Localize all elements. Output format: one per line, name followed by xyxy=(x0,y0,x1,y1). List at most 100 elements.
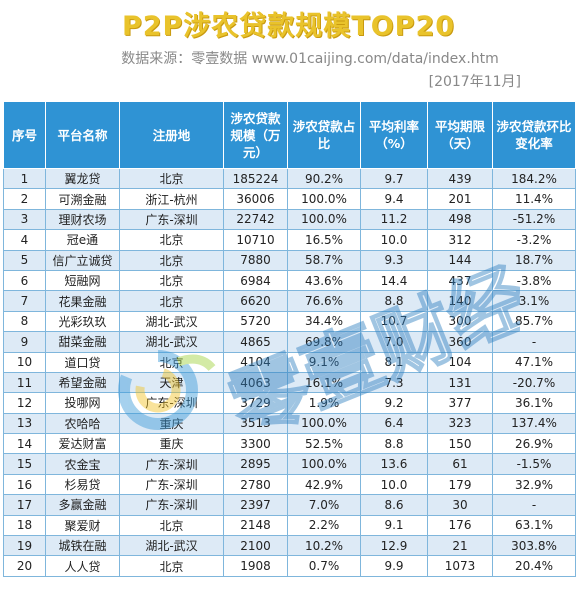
header-avg-rate: 平均利率（%） xyxy=(360,101,428,169)
cell-avg-term: 312 xyxy=(427,229,493,251)
cell-mom-change: 137.4% xyxy=(492,412,576,435)
cell-mom-change: -51.2% xyxy=(492,208,576,231)
cell-location: 北京 xyxy=(119,351,224,373)
cell-avg-rate: 8.6 xyxy=(360,494,428,516)
cell-avg-rate: 6.4 xyxy=(360,412,428,435)
cell-avg-term: 439 xyxy=(427,167,493,190)
table-row: 5 信广立诚贷 北京 7880 58.7% 9.3 144 18.7% xyxy=(3,249,576,271)
cell-rank: 5 xyxy=(3,249,46,271)
cell-rank: 15 xyxy=(3,453,46,475)
cell-mom-change: 18.7% xyxy=(492,249,576,271)
table-row: 12 投哪网 广东-深圳 3729 1.9% 9.2 377 36.1% xyxy=(3,392,576,414)
cell-mom-change: 26.9% xyxy=(492,433,576,455)
cell-platform: 可溯金融 xyxy=(45,188,120,210)
cell-rank: 1 xyxy=(3,167,46,190)
cell-platform: 理财农场 xyxy=(45,208,120,231)
cell-loan-scale: 6620 xyxy=(223,290,288,312)
cell-platform: 城铁在融 xyxy=(45,535,120,557)
cell-avg-term: 30 xyxy=(427,494,493,516)
cell-avg-term: 176 xyxy=(427,514,493,537)
cell-avg-rate: 10.7 xyxy=(360,310,428,333)
cell-avg-term: 21 xyxy=(427,535,493,557)
cell-platform: 人人贷 xyxy=(45,555,120,577)
cell-loan-share: 69.8% xyxy=(287,331,361,353)
cell-rank: 10 xyxy=(3,351,46,373)
cell-avg-term: 179 xyxy=(427,473,493,496)
cell-rank: 11 xyxy=(3,371,46,394)
cell-location: 广东-深圳 xyxy=(119,494,224,516)
cell-loan-share: 0.7% xyxy=(287,555,361,577)
cell-loan-share: 16.1% xyxy=(287,371,361,394)
cell-mom-change: 32.9% xyxy=(492,473,576,496)
cell-loan-scale: 4865 xyxy=(223,331,288,353)
cell-avg-rate: 8.1 xyxy=(360,351,428,373)
table-row: 18 聚爱财 北京 2148 2.2% 9.1 176 63.1% xyxy=(3,514,576,537)
cell-avg-term: 300 xyxy=(427,310,493,333)
cell-platform: 农金宝 xyxy=(45,453,120,475)
cell-loan-scale: 1908 xyxy=(223,555,288,577)
cell-loan-share: 90.2% xyxy=(287,167,361,190)
cell-location: 湖北-武汉 xyxy=(119,310,224,333)
header-location: 注册地 xyxy=(119,101,224,169)
cell-platform: 杉易贷 xyxy=(45,473,120,496)
cell-location: 湖北-武汉 xyxy=(119,331,224,353)
cell-rank: 3 xyxy=(3,208,46,231)
cell-location: 北京 xyxy=(119,269,224,292)
cell-loan-share: 2.2% xyxy=(287,514,361,537)
cell-avg-term: 377 xyxy=(427,392,493,414)
cell-rank: 16 xyxy=(3,473,46,496)
cell-mom-change: 47.1% xyxy=(492,351,576,373)
cell-avg-rate: 12.9 xyxy=(360,535,428,557)
cell-mom-change: 85.7% xyxy=(492,310,576,333)
cell-location: 北京 xyxy=(119,249,224,271)
cell-location: 广东-深圳 xyxy=(119,473,224,496)
cell-loan-share: 9.1% xyxy=(287,351,361,373)
table-row: 16 杉易贷 广东-深圳 2780 42.9% 10.0 179 32.9% xyxy=(3,473,576,496)
table-row: 13 农哈哈 重庆 3513 100.0% 6.4 323 137.4% xyxy=(3,412,576,435)
cell-rank: 7 xyxy=(3,290,46,312)
cell-location: 北京 xyxy=(119,167,224,190)
cell-location: 浙江-杭州 xyxy=(119,188,224,210)
table-row: 6 短融网 北京 6984 43.6% 14.4 437 -3.8% xyxy=(3,269,576,292)
cell-mom-change: -3.2% xyxy=(492,229,576,251)
cell-platform: 花果金融 xyxy=(45,290,120,312)
cell-mom-change: -1.5% xyxy=(492,453,576,475)
header-loan-share: 涉农贷款占比 xyxy=(287,101,361,169)
cell-loan-scale: 4063 xyxy=(223,371,288,394)
cell-location: 北京 xyxy=(119,555,224,577)
cell-location: 北京 xyxy=(119,229,224,251)
table-row: 10 道口贷 北京 4104 9.1% 8.1 104 47.1% xyxy=(3,351,576,373)
cell-loan-scale: 2895 xyxy=(223,453,288,475)
cell-loan-scale: 10710 xyxy=(223,229,288,251)
cell-loan-share: 76.6% xyxy=(287,290,361,312)
cell-mom-change: 184.2% xyxy=(492,167,576,190)
cell-loan-scale: 22742 xyxy=(223,208,288,231)
cell-loan-scale: 185224 xyxy=(223,167,288,190)
cell-mom-change: 3.1% xyxy=(492,290,576,312)
cell-mom-change: -20.7% xyxy=(492,371,576,394)
cell-rank: 9 xyxy=(3,331,46,353)
cell-platform: 农哈哈 xyxy=(45,412,120,435)
cell-location: 重庆 xyxy=(119,433,224,455)
cell-avg-term: 201 xyxy=(427,188,493,210)
cell-location: 湖北-武汉 xyxy=(119,535,224,557)
cell-rank: 20 xyxy=(3,555,46,577)
table-row: 20 人人贷 北京 1908 0.7% 9.9 1073 20.4% xyxy=(3,555,576,577)
cell-avg-rate: 9.9 xyxy=(360,555,428,577)
cell-platform: 道口贷 xyxy=(45,351,120,373)
cell-avg-term: 437 xyxy=(427,269,493,292)
cell-avg-term: 323 xyxy=(427,412,493,435)
cell-avg-rate: 9.3 xyxy=(360,249,428,271)
header-mom-change: 涉农贷款环比变化率 xyxy=(492,101,576,169)
table-row: 19 城铁在融 湖北-武汉 2100 10.2% 12.9 21 303.8% xyxy=(3,535,576,557)
cell-location: 北京 xyxy=(119,290,224,312)
cell-platform: 投哪网 xyxy=(45,392,120,414)
cell-mom-change: 303.8% xyxy=(492,535,576,557)
cell-avg-term: 1073 xyxy=(427,555,493,577)
cell-loan-share: 10.2% xyxy=(287,535,361,557)
cell-loan-scale: 3513 xyxy=(223,412,288,435)
table-row: 2 可溯金融 浙江-杭州 36006 100.0% 9.4 201 11.4% xyxy=(3,188,576,210)
cell-mom-change: 36.1% xyxy=(492,392,576,414)
cell-avg-term: 150 xyxy=(427,433,493,455)
cell-avg-rate: 14.4 xyxy=(360,269,428,292)
